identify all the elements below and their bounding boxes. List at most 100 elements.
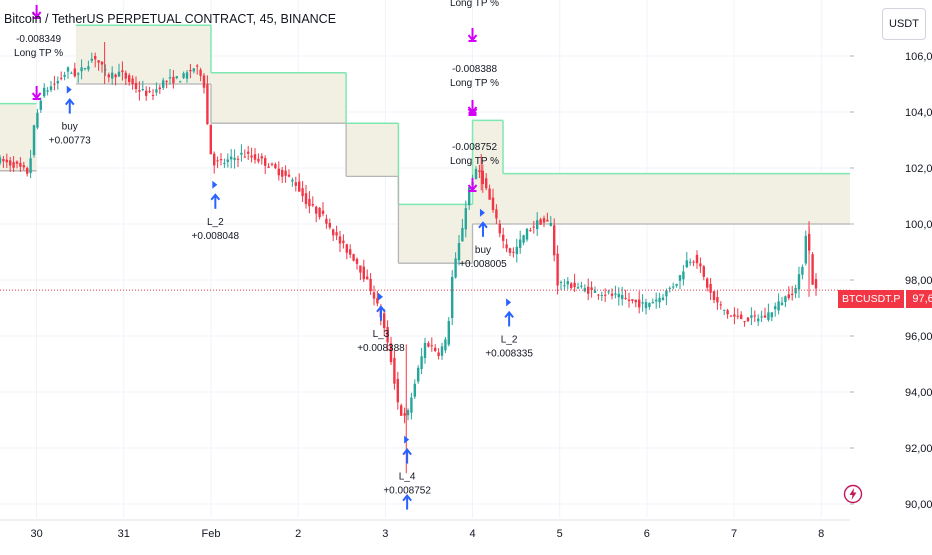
candle-body [233, 157, 236, 160]
candle-body [733, 314, 736, 317]
candle-body [352, 254, 355, 261]
candle-body [468, 187, 471, 206]
currency-selector-button[interactable]: USDT [882, 8, 926, 40]
entry-marker [66, 85, 72, 94]
buy-arrow-icon [64, 97, 75, 114]
candle-body [5, 159, 8, 163]
candle-body [474, 168, 478, 180]
candle-body [145, 90, 148, 96]
candle-body [338, 236, 342, 244]
candle-body [668, 287, 671, 289]
candle-body [332, 229, 335, 236]
candle-body [77, 73, 80, 75]
candle-body [529, 230, 532, 232]
candle-body [12, 162, 15, 168]
candle-body [294, 182, 297, 186]
candle-body [141, 89, 144, 91]
candle-body [491, 197, 495, 211]
x-tick-label: 3 [382, 528, 388, 540]
candle-body [155, 89, 158, 93]
candle-body [695, 254, 699, 264]
candle-body [148, 91, 151, 93]
candle-body [321, 210, 325, 214]
signal-label: L_3 [373, 329, 390, 340]
candle-body [481, 170, 484, 185]
candle-body [66, 67, 70, 72]
lightning-icon[interactable] [843, 484, 863, 504]
candle-body [763, 315, 767, 318]
candle-body [563, 285, 566, 287]
candle-body [682, 271, 685, 280]
candle-body [740, 314, 743, 320]
candle-body [559, 281, 563, 283]
candle-body [226, 159, 229, 162]
candle-body [621, 295, 624, 300]
candle-body [315, 206, 318, 214]
candle-body [610, 293, 614, 296]
entry-marker [404, 435, 410, 444]
candle-body [536, 220, 539, 230]
signal-label: buy [475, 245, 491, 256]
candle-body [56, 80, 59, 84]
candle-body [495, 209, 498, 219]
candle-body [515, 246, 518, 255]
signal-value: +0.008335 [485, 348, 533, 359]
candlesticks [0, 42, 818, 474]
candle-body [706, 278, 709, 288]
candle-body [372, 292, 376, 299]
band-segment [210, 72, 347, 124]
candle-body [43, 87, 46, 97]
candle-body [94, 55, 97, 60]
candle-body [451, 276, 454, 319]
entry-marker [479, 208, 485, 217]
candle-body [420, 356, 423, 369]
candle-body [199, 69, 202, 76]
candle-body [175, 76, 178, 79]
candle-body [9, 160, 12, 166]
candle-body [685, 260, 688, 268]
candle-body [383, 313, 386, 329]
last-price-tag: BTCUSDT.P 97,637.5 [838, 290, 932, 308]
candle-body [325, 218, 328, 224]
candle-body [97, 60, 100, 63]
candle-body [400, 405, 403, 416]
candle-body [556, 253, 559, 286]
signal-value: +0.008005 [459, 259, 507, 270]
band-segment [503, 173, 850, 224]
candle-body [396, 378, 399, 403]
candle-body [63, 74, 66, 77]
candle-body [665, 290, 668, 297]
candle-body [485, 178, 488, 189]
candle-body [202, 75, 206, 88]
signal-value: +0.008752 [383, 486, 431, 497]
candle-body [570, 283, 573, 289]
candle-body [746, 317, 750, 322]
candle-body [39, 100, 42, 110]
candle-body [508, 248, 512, 253]
last-price-value: 97,637.5 [906, 290, 932, 308]
candle-body [753, 315, 756, 317]
candle-body [811, 254, 814, 285]
candle-body [165, 80, 168, 82]
candle-body [230, 156, 233, 160]
signals: buy +0.00773 L_2 +0.008048 L_3 +0.008388 L_4 +0… [14, 0, 533, 510]
candle-body [73, 68, 76, 77]
candle-body [403, 413, 406, 416]
candle-body [117, 71, 121, 77]
candle-body [349, 249, 352, 255]
axes: 90,000.0 92,000.0 94,000.0 96,000.0 98,000.0… [0, 51, 932, 540]
candle-body [791, 293, 794, 296]
candle-body [124, 72, 127, 79]
candle-body [553, 225, 556, 256]
arrow-head [210, 193, 221, 201]
candle-body [760, 316, 763, 318]
candle-body [182, 73, 185, 78]
candle-body [216, 160, 219, 162]
candle-body [209, 124, 212, 155]
candle-body [549, 222, 552, 226]
arrow-head [64, 97, 75, 106]
candle-body [311, 204, 314, 206]
arrow-head [504, 310, 514, 319]
